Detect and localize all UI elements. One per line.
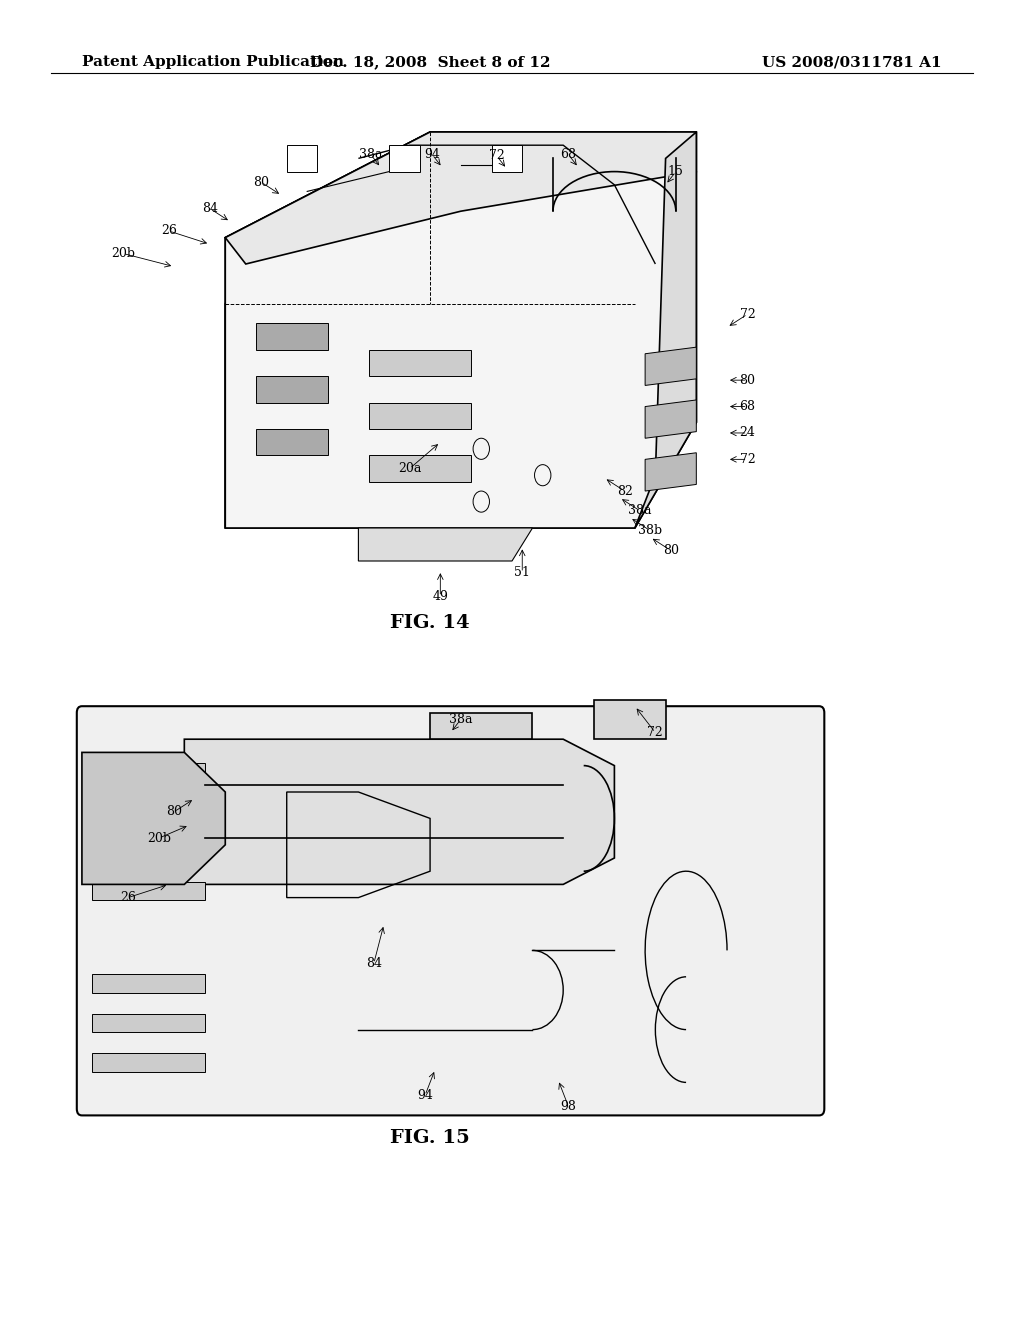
Text: 38b: 38b (638, 524, 663, 537)
Text: 51: 51 (514, 566, 530, 579)
Polygon shape (594, 700, 666, 739)
Polygon shape (225, 132, 696, 528)
Text: 72: 72 (739, 453, 756, 466)
Text: 20b: 20b (146, 832, 171, 845)
Text: 94: 94 (417, 1089, 433, 1102)
Text: 72: 72 (488, 149, 505, 162)
Polygon shape (256, 323, 328, 350)
Text: 26: 26 (161, 224, 177, 238)
Polygon shape (635, 132, 696, 528)
Text: 38a: 38a (359, 148, 382, 161)
Text: 38a: 38a (450, 713, 472, 726)
Polygon shape (645, 347, 696, 385)
Polygon shape (369, 403, 471, 429)
Text: 72: 72 (647, 726, 664, 739)
Text: 72: 72 (739, 308, 756, 321)
Text: 20b: 20b (111, 247, 135, 260)
Text: 84: 84 (202, 202, 218, 215)
Polygon shape (369, 455, 471, 482)
Text: FIG. 15: FIG. 15 (390, 1129, 470, 1147)
Text: 20a: 20a (398, 462, 421, 475)
Text: 80: 80 (739, 374, 756, 387)
Polygon shape (389, 145, 420, 172)
Polygon shape (645, 400, 696, 438)
Polygon shape (492, 145, 522, 172)
Text: 49: 49 (432, 590, 449, 603)
Text: Patent Application Publication: Patent Application Publication (82, 55, 344, 70)
Text: 84: 84 (366, 957, 382, 970)
Text: 68: 68 (739, 400, 756, 413)
Text: 24: 24 (739, 426, 756, 440)
Polygon shape (358, 528, 532, 561)
Polygon shape (256, 429, 328, 455)
Polygon shape (430, 713, 532, 739)
Polygon shape (92, 974, 205, 993)
Text: 94: 94 (424, 148, 440, 161)
Polygon shape (92, 1014, 205, 1032)
Polygon shape (92, 1053, 205, 1072)
Polygon shape (82, 752, 225, 884)
Polygon shape (256, 376, 328, 403)
Polygon shape (92, 842, 205, 861)
Polygon shape (645, 453, 696, 491)
Polygon shape (184, 739, 614, 884)
Text: 80: 80 (663, 544, 679, 557)
Text: Dec. 18, 2008  Sheet 8 of 12: Dec. 18, 2008 Sheet 8 of 12 (310, 55, 550, 70)
FancyBboxPatch shape (77, 706, 824, 1115)
Polygon shape (92, 882, 205, 900)
Polygon shape (225, 132, 696, 264)
Text: 80: 80 (253, 176, 269, 189)
Text: 80: 80 (166, 805, 182, 818)
Text: 26: 26 (120, 891, 136, 904)
Text: 82: 82 (616, 484, 633, 498)
Polygon shape (92, 763, 205, 781)
Text: 68: 68 (560, 148, 577, 161)
Text: US 2008/0311781 A1: US 2008/0311781 A1 (763, 55, 942, 70)
Text: 15: 15 (668, 165, 684, 178)
Polygon shape (92, 803, 205, 821)
Polygon shape (287, 145, 317, 172)
Text: 98: 98 (560, 1100, 577, 1113)
Text: FIG. 14: FIG. 14 (390, 614, 470, 632)
Text: 38a: 38a (629, 504, 651, 517)
Polygon shape (369, 350, 471, 376)
